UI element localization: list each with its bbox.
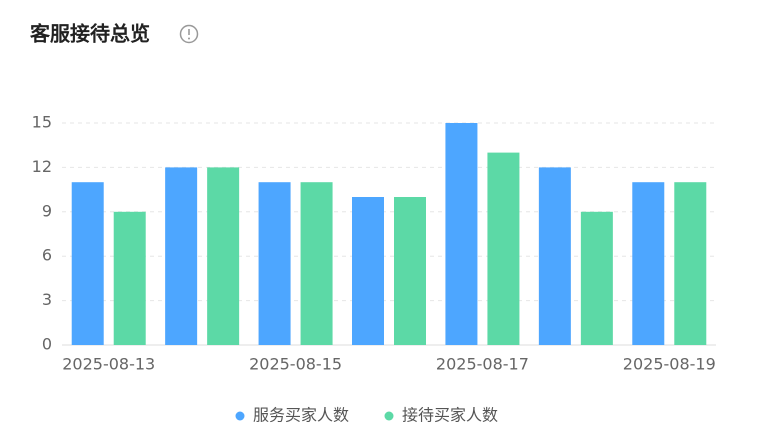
- x-tick-label: 2025-08-19: [623, 355, 716, 374]
- y-tick-label: 12: [32, 157, 52, 176]
- y-tick-label: 6: [42, 246, 52, 265]
- y-tick-label: 9: [42, 201, 52, 220]
- bar: [113, 211, 146, 345]
- legend-label[interactable]: 服务买家人数: [253, 406, 349, 425]
- y-tick-label: 0: [42, 335, 52, 354]
- bar: [300, 182, 333, 345]
- bar: [487, 152, 520, 345]
- legend-marker[interactable]: [235, 411, 245, 421]
- x-tick-label: 2025-08-13: [62, 355, 155, 374]
- bar: [352, 197, 384, 345]
- legend-marker[interactable]: [384, 411, 394, 421]
- bar: [258, 182, 291, 345]
- bar: [207, 167, 240, 345]
- info-icon[interactable]: [179, 24, 199, 44]
- bar: [165, 167, 198, 345]
- bar: [632, 182, 665, 345]
- chart-title: 客服接待总览: [29, 22, 150, 46]
- x-tick-label: 2025-08-15: [249, 355, 342, 374]
- y-tick-label: 15: [32, 113, 52, 132]
- bar: [394, 197, 426, 345]
- legend-label[interactable]: 接待买家人数: [402, 406, 498, 425]
- x-tick-label: 2025-08-17: [436, 355, 529, 374]
- bar: [538, 167, 571, 345]
- bar: [445, 123, 478, 345]
- bar: [71, 182, 104, 345]
- bar: [674, 182, 707, 345]
- y-tick-label: 3: [42, 290, 52, 309]
- bar: [580, 211, 613, 345]
